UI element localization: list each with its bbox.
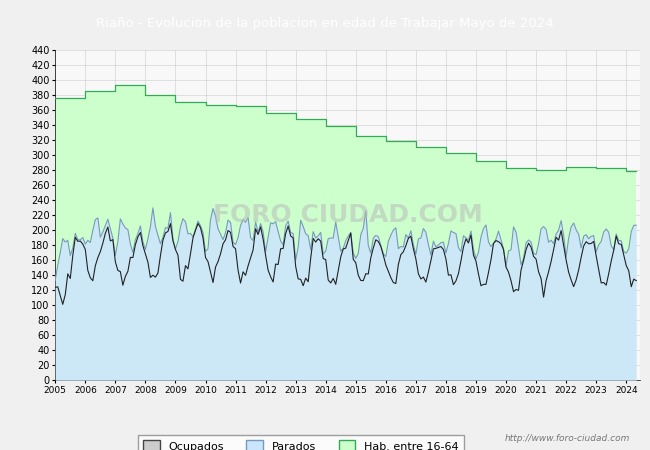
Legend: Ocupados, Parados, Hab. entre 16-64: Ocupados, Parados, Hab. entre 16-64: [138, 435, 464, 450]
Text: Riaño - Evolucion de la poblacion en edad de Trabajar Mayo de 2024: Riaño - Evolucion de la poblacion en eda…: [96, 17, 554, 30]
Text: http://www.foro-ciudad.com: http://www.foro-ciudad.com: [505, 434, 630, 443]
Text: FORO CIUDAD.COM: FORO CIUDAD.COM: [213, 203, 482, 227]
